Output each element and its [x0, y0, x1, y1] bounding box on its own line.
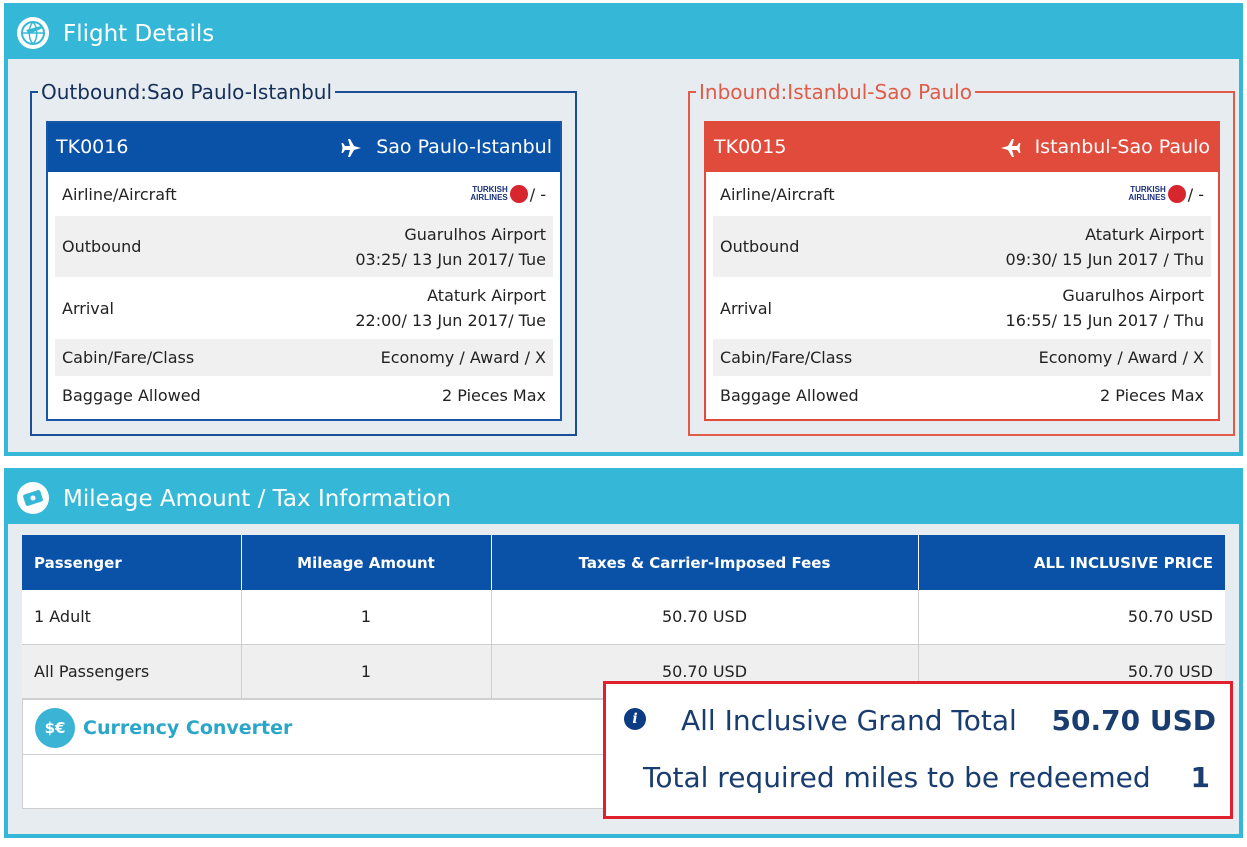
table-header-row: Passenger Mileage Amount Taxes & Carrier…	[22, 535, 1225, 590]
grand-total-box: i All Inclusive Grand Total 50.70 USD To…	[603, 681, 1233, 819]
airline-row: Airline/Aircraft TURKISH AIRLINES / -	[55, 172, 553, 216]
price-cell: 50.70 USD	[918, 590, 1225, 645]
outbound-flight-number: TK0016	[56, 136, 129, 158]
cabin-label: Cabin/Fare/Class	[720, 348, 853, 367]
currency-converter-link[interactable]: $€ Currency Converter	[35, 708, 292, 748]
turkish-airlines-logo: TURKISH AIRLINES	[470, 185, 528, 203]
inbound-route: Istanbul-Sao Paulo	[1034, 136, 1210, 158]
airline-label: Airline/Aircraft	[62, 184, 177, 204]
baggage-label: Baggage Allowed	[720, 385, 859, 405]
table-row: 1 Adult 1 50.70 USD 50.70 USD	[22, 590, 1225, 645]
outbound-leg: Outbound:Sao Paulo-Istanbul TK0016 Sao P…	[30, 80, 577, 436]
airline-value: / -	[1187, 184, 1204, 204]
inbound-card-header: TK0015 Istanbul-Sao Paulo	[706, 123, 1218, 172]
arrival-label: Arrival	[720, 298, 772, 318]
arrival-label: Arrival	[62, 298, 114, 318]
airline-label: Airline/Aircraft	[720, 184, 835, 204]
outbound-time: 09:30/ 15 Jun 2017 / Thu	[1005, 249, 1204, 269]
plane-icon	[1001, 139, 1021, 157]
airline-value: / -	[529, 184, 546, 204]
outbound-card-header: TK0016 Sao Paulo-Istanbul	[48, 123, 560, 172]
arrival-time: 16:55/ 15 Jun 2017 / Thu	[1005, 311, 1204, 330]
cabin-row: Cabin/Fare/Class Economy / Award / X	[55, 339, 553, 376]
inbound-flight-card: TK0015 Istanbul-Sao Paulo Airline/Aircra…	[704, 121, 1220, 421]
grand-total-value: 50.70 USD	[1051, 704, 1216, 737]
cabin-label: Cabin/Fare/Class	[62, 348, 195, 367]
outbound-row: Outbound Ataturk Airport 09:30/ 15 Jun 2…	[713, 216, 1211, 277]
outbound-airport: Guarulhos Airport	[404, 224, 546, 244]
outbound-label: Outbound	[62, 237, 142, 256]
flight-details-header: Flight Details	[8, 7, 1239, 59]
outbound-airport: Ataturk Airport	[1085, 224, 1204, 244]
arrival-row: Arrival Guarulhos Airport 16:55/ 15 Jun …	[713, 277, 1211, 339]
info-icon[interactable]: i	[624, 708, 646, 730]
arrival-row: Arrival Ataturk Airport 22:00/ 13 Jun 20…	[55, 277, 553, 339]
passenger-cell: 1 Adult	[22, 590, 242, 645]
footer-divider	[23, 754, 613, 755]
outbound-legend: Outbound:Sao Paulo-Istanbul	[38, 80, 336, 104]
mileage-tax-title: Mileage Amount / Tax Information	[63, 486, 452, 512]
currency-exchange-icon: $€	[35, 708, 75, 748]
outbound-flight-card: TK0016 Sao Paulo-Istanbul Airline/Aircra…	[46, 121, 562, 421]
baggage-row: Baggage Allowed 2 Pieces Max	[713, 376, 1211, 414]
required-miles-label: Total required miles to be redeemed	[643, 761, 1151, 794]
required-miles-value: 1	[1190, 761, 1210, 794]
cabin-value: Economy / Award / X	[380, 348, 546, 367]
outbound-label: Outbound	[720, 237, 800, 256]
mileage-tax-header: Mileage Amount / Tax Information	[8, 472, 1239, 524]
airline-row: Airline/Aircraft TURKISH AIRLINES / -	[713, 172, 1211, 216]
plane-globe-icon	[17, 17, 49, 49]
arrival-airport: Ataturk Airport	[427, 286, 546, 305]
outbound-row: Outbound Guarulhos Airport 03:25/ 13 Jun…	[55, 216, 553, 277]
column-header-mileage: Mileage Amount	[241, 535, 492, 590]
passenger-cell: All Passengers	[22, 644, 242, 699]
arrival-time: 22:00/ 13 Jun 2017/ Tue	[355, 311, 546, 330]
mileage-cell: 1	[241, 590, 492, 645]
grand-total-label: All Inclusive Grand Total	[681, 704, 1017, 737]
mileage-table: Passenger Mileage Amount Taxes & Carrier…	[22, 535, 1225, 699]
taxes-cell: 50.70 USD	[491, 590, 919, 645]
mileage-cell: 1	[241, 644, 492, 699]
cabin-row: Cabin/Fare/Class Economy / Award / X	[713, 339, 1211, 376]
baggage-value: 2 Pieces Max	[1100, 385, 1204, 405]
currency-converter-label: Currency Converter	[83, 717, 293, 739]
plane-icon	[341, 139, 361, 157]
flight-details-panel: Flight Details Outbound:Sao Paulo-Istanb…	[4, 3, 1243, 456]
outbound-route: Sao Paulo-Istanbul	[376, 136, 552, 158]
flight-details-title: Flight Details	[63, 21, 215, 47]
arrival-airport: Guarulhos Airport	[1062, 286, 1204, 305]
inbound-leg: Inbound:Istanbul-Sao Paulo TK0015 Istanb…	[688, 80, 1235, 436]
baggage-value: 2 Pieces Max	[442, 385, 546, 405]
column-header-taxes: Taxes & Carrier-Imposed Fees	[491, 535, 919, 590]
mileage-tax-panel: Mileage Amount / Tax Information Passeng…	[4, 468, 1243, 838]
column-header-price: ALL INCLUSIVE PRICE	[918, 535, 1225, 590]
baggage-row: Baggage Allowed 2 Pieces Max	[55, 376, 553, 414]
cabin-value: Economy / Award / X	[1038, 348, 1204, 367]
outbound-time: 03:25/ 13 Jun 2017/ Tue	[355, 249, 546, 269]
inbound-legend: Inbound:Istanbul-Sao Paulo	[696, 80, 975, 104]
inbound-flight-number: TK0015	[714, 136, 787, 158]
column-header-passenger: Passenger	[22, 535, 242, 590]
baggage-label: Baggage Allowed	[62, 385, 201, 405]
turkish-airlines-logo: TURKISH AIRLINES	[1128, 185, 1186, 203]
ticket-icon	[17, 482, 49, 514]
